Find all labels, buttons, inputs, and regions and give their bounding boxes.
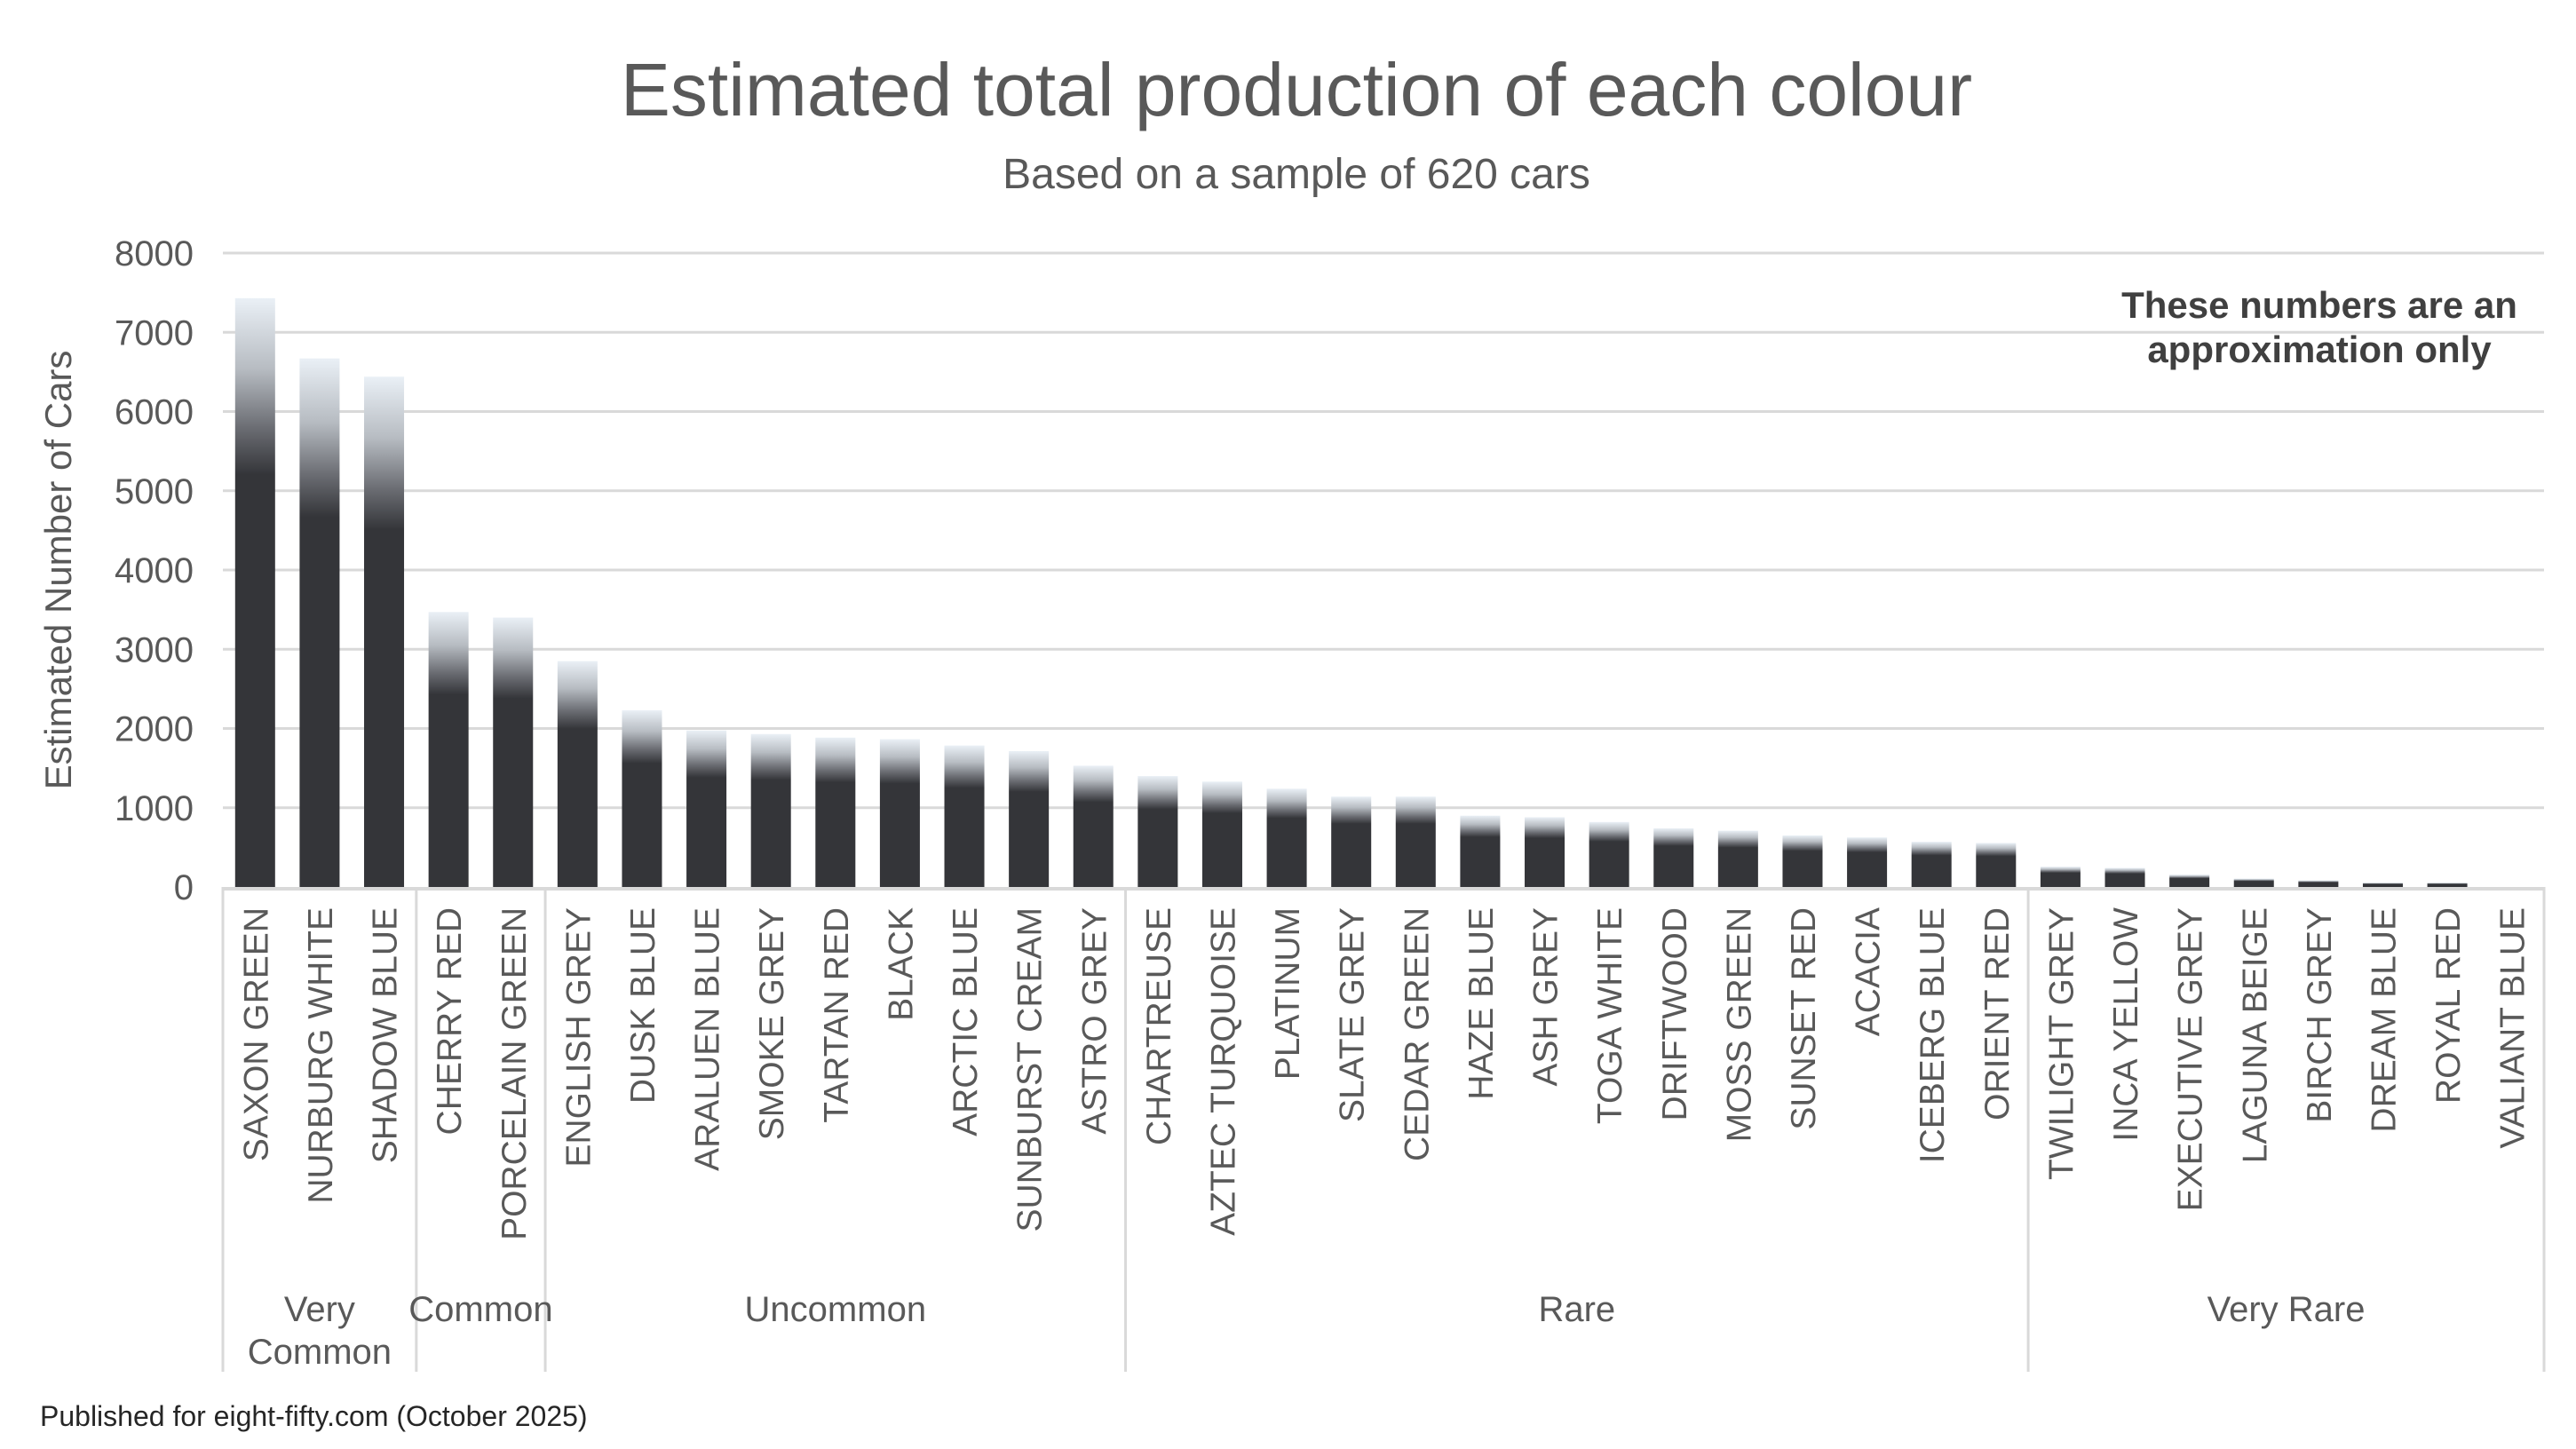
group-label: Rare <box>1538 1290 1615 1329</box>
x-category-label: TARTAN RED <box>818 907 856 1123</box>
x-category-label: SHADOW BLUE <box>367 907 405 1163</box>
x-category-label: BLACK <box>882 907 920 1021</box>
bar <box>2040 867 2081 887</box>
y-axis-title: Estimated Number of Cars <box>37 351 79 790</box>
y-tick-label: 4000 <box>115 551 194 590</box>
bar <box>1717 830 1758 887</box>
footer-credit: Published for eight-fifty.com (October 2… <box>40 1400 588 1432</box>
y-tick-label: 0 <box>174 868 194 907</box>
bar <box>1782 835 1823 887</box>
x-category-label: INCA YELLOW <box>2107 907 2145 1142</box>
y-tick-label: 7000 <box>115 313 194 352</box>
bar <box>1137 776 1178 887</box>
bar <box>1911 842 1952 887</box>
y-tick-label: 2000 <box>115 710 194 749</box>
bar <box>428 612 469 887</box>
x-category-label: CEDAR GREEN <box>1398 907 1436 1161</box>
bar <box>1201 781 1242 887</box>
annotation-line-2: approximation only <box>2147 329 2492 370</box>
bar <box>1266 788 1307 887</box>
x-category-label: DRIFTWOOD <box>1656 907 1694 1120</box>
bar <box>2298 880 2339 887</box>
bar <box>1460 815 1501 887</box>
x-category-label: ICEBERG BLUE <box>1914 907 1952 1163</box>
x-category-label: ARALUEN BLUE <box>689 907 727 1171</box>
x-category-label: TWILIGHT GREY <box>2042 907 2081 1180</box>
bar <box>1395 796 1436 887</box>
bar <box>2427 883 2468 887</box>
y-tick-label: 3000 <box>115 630 194 669</box>
y-tick-label: 5000 <box>115 472 194 511</box>
x-category-label: CHERRY RED <box>431 907 469 1135</box>
x-category-label: ARCTIC BLUE <box>947 907 985 1136</box>
bar <box>1976 843 2017 887</box>
y-tick-label: 6000 <box>115 393 194 432</box>
x-category-label: ORIENT RED <box>1978 907 2017 1120</box>
bar <box>1525 817 1565 887</box>
bar <box>879 739 920 887</box>
x-category-label: HAZE BLUE <box>1462 907 1501 1100</box>
x-category-label: CHARTREUSE <box>1140 907 1178 1145</box>
x-category-label: SUNSET RED <box>1785 907 1823 1130</box>
x-category-label: BIRCH GREY <box>2301 907 2339 1123</box>
bar <box>750 733 791 887</box>
x-category-label: PORCELAIN GREEN <box>495 907 534 1240</box>
annotation-line-1: These numbers are an <box>2121 284 2517 326</box>
group-label: Very Rare <box>2207 1290 2366 1329</box>
bar <box>1073 765 1114 887</box>
x-category-label: DREAM BLUE <box>2365 907 2403 1133</box>
y-tick-label: 1000 <box>115 789 194 828</box>
chart-title: Estimated total production of each colou… <box>621 48 1972 131</box>
x-category-label: EXECUTIVE GREY <box>2172 907 2210 1211</box>
bar <box>1653 827 1694 887</box>
group-label: Very <box>284 1290 355 1329</box>
bar <box>234 297 275 887</box>
x-category-label: SUNBURST CREAM <box>1011 907 1050 1232</box>
x-category-label: SAXON GREEN <box>237 907 275 1161</box>
x-category-label: VALIANT BLUE <box>2494 907 2532 1149</box>
x-category-label: ACACIA <box>1850 907 1888 1036</box>
x-category-label: AZTEC TURQUOISE <box>1204 907 1242 1236</box>
bar <box>1009 750 1050 887</box>
x-category-label: MOSS GREEN <box>1720 907 1758 1142</box>
bar <box>2104 867 2145 887</box>
x-category-label: ENGLISH GREY <box>559 907 598 1168</box>
group-label: Uncommon <box>745 1290 927 1329</box>
x-category-label: PLATINUM <box>1269 907 1307 1080</box>
x-category-label: SMOKE GREY <box>753 907 791 1140</box>
bar <box>1589 821 1629 887</box>
bar <box>1847 837 1888 887</box>
bar <box>622 709 662 887</box>
bar <box>2169 875 2210 887</box>
x-category-label: LAGUNA BEIGE <box>2236 907 2274 1163</box>
x-category-label: NURBURG WHITE <box>302 907 340 1204</box>
x-category-label: ASTRO GREY <box>1075 907 1114 1135</box>
group-label: Common <box>408 1290 552 1329</box>
bar <box>1331 796 1372 887</box>
bar <box>686 730 727 887</box>
x-category-label: ASH GREY <box>1527 907 1565 1087</box>
bar <box>944 745 985 887</box>
x-category-label: DUSK BLUE <box>624 907 662 1104</box>
bar <box>2362 883 2403 887</box>
y-tick-label: 8000 <box>115 234 194 273</box>
bar <box>364 376 405 888</box>
group-label: Common <box>248 1333 392 1372</box>
bar <box>557 661 598 887</box>
bar <box>493 617 534 887</box>
x-category-label: TOGA WHITE <box>1591 907 1629 1124</box>
bar <box>299 358 340 887</box>
bar <box>2233 878 2274 887</box>
bar <box>815 737 856 887</box>
x-category-label: SLATE GREY <box>1334 907 1372 1122</box>
chart-subtitle: Based on a sample of 620 cars <box>1003 151 1590 198</box>
x-category-label: ROYAL RED <box>2429 907 2468 1104</box>
